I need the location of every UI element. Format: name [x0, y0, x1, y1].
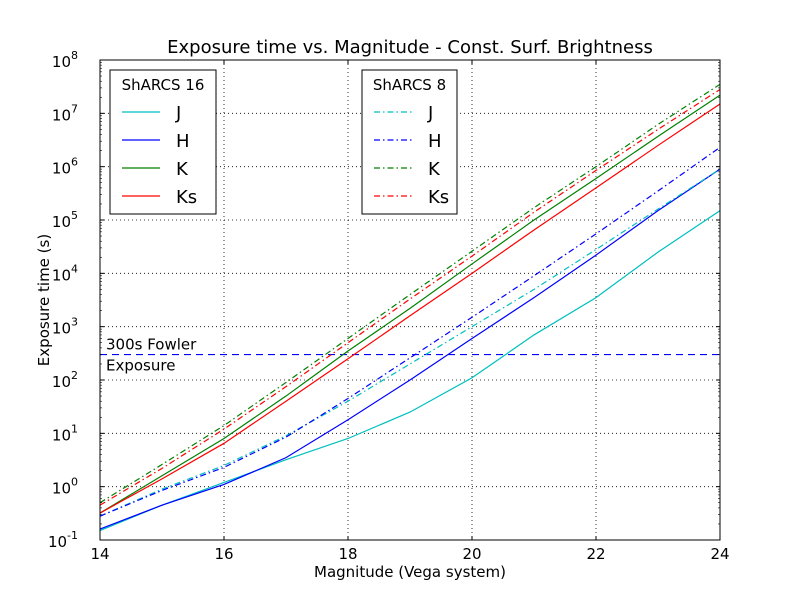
- series-line-sharcs8-ks: [99, 88, 721, 506]
- legend-label: Ks: [428, 187, 449, 208]
- x-axis-label: Magnitude (Vega system): [314, 563, 506, 581]
- x-tick-label: 18: [338, 545, 357, 563]
- x-tick-label: 14: [90, 545, 109, 563]
- y-tick-exponent: 3: [71, 316, 78, 329]
- legend-label: H: [176, 131, 190, 152]
- legend-label: J: [427, 103, 433, 124]
- y-tick-exponent: 7: [71, 102, 78, 115]
- legend-title: ShARCS 16: [122, 76, 205, 94]
- legend-label: J: [175, 103, 181, 124]
- legend-label: H: [428, 131, 442, 152]
- series-group: [99, 83, 721, 532]
- x-tick-label: 24: [710, 545, 729, 563]
- series-line-sharcs8-h: [99, 146, 721, 517]
- y-tick-exponent: -1: [67, 529, 78, 542]
- y-tick-exponent: 5: [71, 209, 78, 222]
- y-tick-exponent: 8: [71, 49, 78, 62]
- reference-label-line1: 300s Fowler: [106, 336, 197, 354]
- x-tick-label: 16: [214, 545, 233, 563]
- reference-label-line2: Exposure: [106, 357, 175, 375]
- series-line-sharcs16-j: [99, 210, 721, 532]
- series-line-sharcs8-k: [99, 83, 721, 504]
- y-axis-label: Exposure time (s): [35, 234, 53, 366]
- legend-box: [109, 69, 217, 215]
- legend-label: Ks: [176, 187, 197, 208]
- series-line-sharcs16-ks: [99, 103, 721, 514]
- y-tick-exponent: 0: [71, 476, 78, 489]
- reference-line-group: 300s Fowler Exposure: [100, 336, 720, 375]
- legend-label: K: [176, 159, 189, 180]
- chart-title: Exposure time vs. Magnitude - Const. Sur…: [167, 37, 653, 58]
- legend-box: [361, 69, 458, 215]
- y-tick-exponent: 2: [71, 369, 78, 382]
- legend-title: ShARCS 8: [373, 76, 446, 94]
- series-line-sharcs8-j: [99, 168, 721, 517]
- x-tick-label: 22: [586, 545, 605, 563]
- plot-frame: [99, 59, 721, 541]
- y-tick-exponent: 1: [71, 422, 78, 435]
- x-tick-label: 20: [462, 545, 481, 563]
- series-line-sharcs16-k: [99, 94, 721, 514]
- y-tick-exponent: 6: [71, 156, 78, 169]
- series-line-sharcs16-h: [99, 168, 721, 530]
- legend-label: K: [428, 159, 441, 180]
- y-tick-exponent: 4: [71, 262, 78, 275]
